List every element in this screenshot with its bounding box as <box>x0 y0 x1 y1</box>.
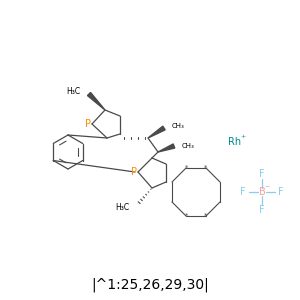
Text: *: * <box>204 213 208 219</box>
Polygon shape <box>87 92 105 110</box>
Text: F: F <box>259 169 265 179</box>
Text: |^1:25,26,29,30|: |^1:25,26,29,30| <box>91 278 209 292</box>
Text: −: − <box>264 184 270 188</box>
Polygon shape <box>148 126 165 138</box>
Text: P: P <box>85 119 91 129</box>
Text: *: * <box>184 213 188 219</box>
Text: B: B <box>259 187 266 197</box>
Polygon shape <box>158 144 175 152</box>
Text: CH₃: CH₃ <box>182 143 195 149</box>
Text: *: * <box>204 165 208 171</box>
Text: F: F <box>259 205 265 215</box>
Text: F: F <box>278 187 284 197</box>
Text: P: P <box>131 167 137 177</box>
Text: *: * <box>184 165 188 171</box>
Text: F: F <box>240 187 246 197</box>
Text: +: + <box>240 134 246 139</box>
Text: CH₃: CH₃ <box>172 123 185 129</box>
Text: Rh: Rh <box>228 137 242 147</box>
Text: H₃C: H₃C <box>115 202 129 211</box>
Text: H₃C: H₃C <box>66 86 80 95</box>
